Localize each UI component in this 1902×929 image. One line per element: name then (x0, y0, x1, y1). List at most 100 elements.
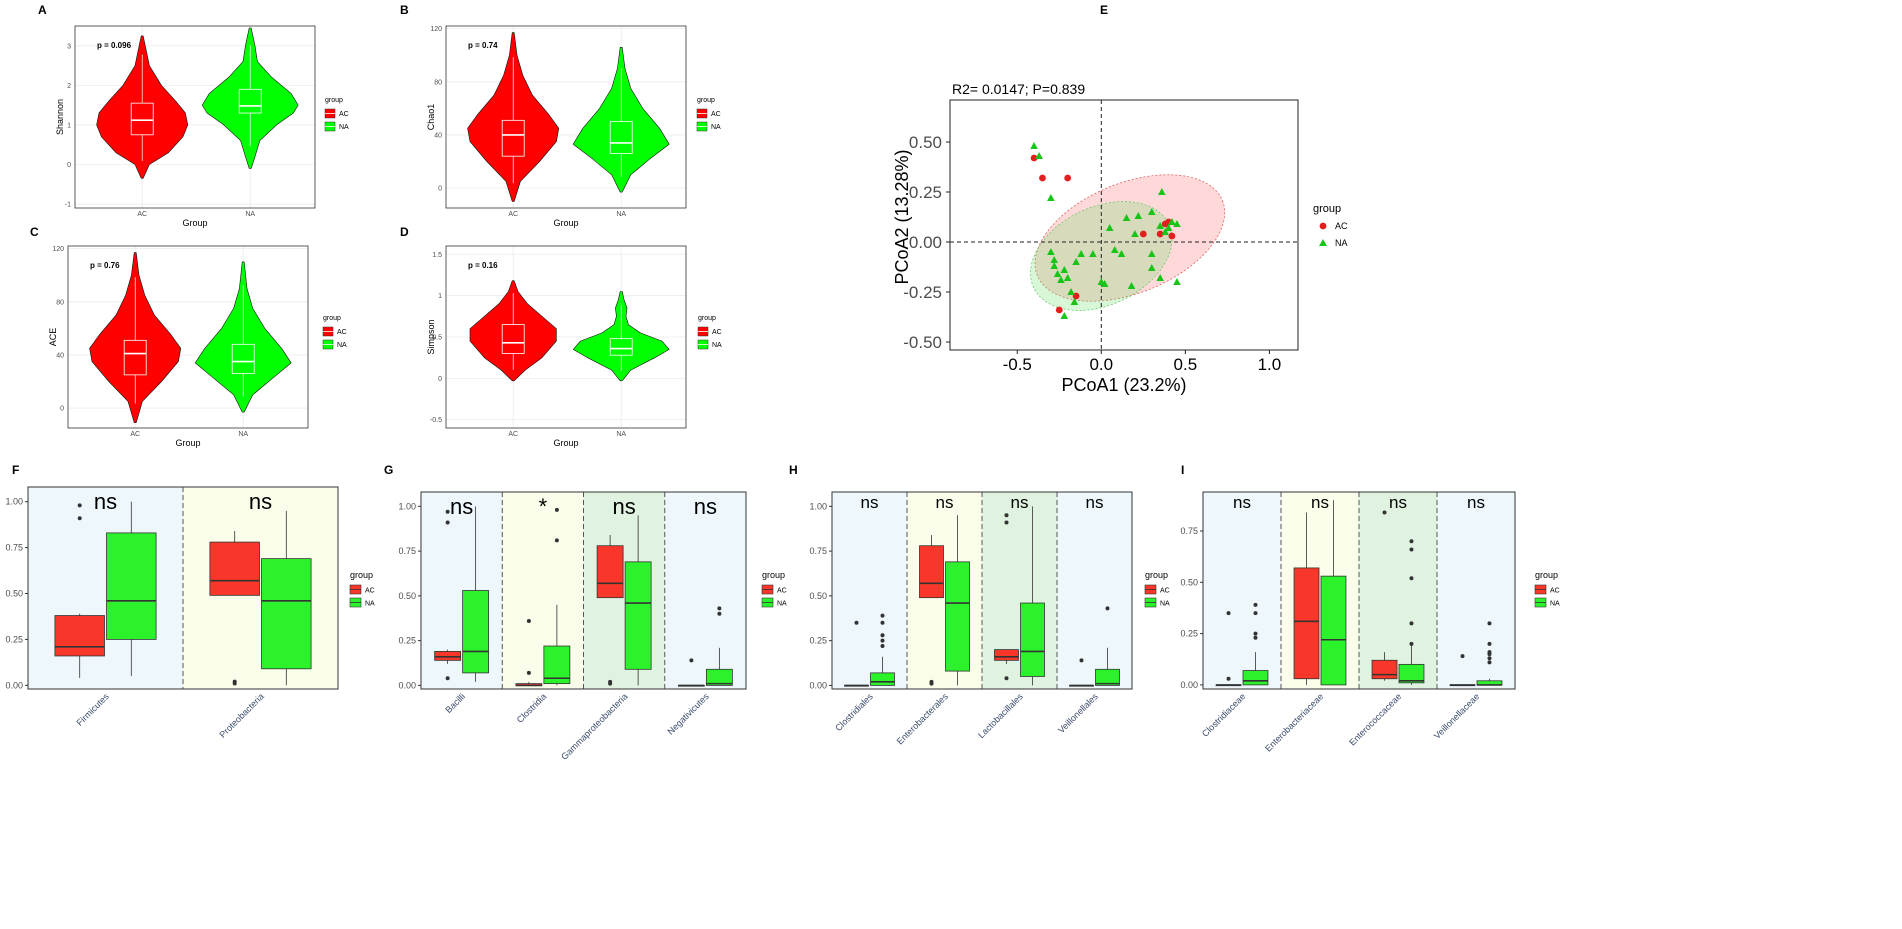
x-tick-label: Bacilli (443, 691, 467, 715)
facet-background (502, 492, 584, 689)
outlier-point (1409, 539, 1414, 544)
legend-title: group (1145, 570, 1168, 580)
point-na (1057, 276, 1065, 283)
box-na (705, 668, 733, 686)
facet-background (1203, 492, 1281, 689)
legend-title: group (1313, 203, 1341, 215)
x-tick-label: NA (245, 211, 255, 218)
significance-label: ns (1311, 493, 1329, 512)
outlier-point (717, 606, 722, 611)
box-na (1398, 663, 1425, 684)
legend-title: group (697, 97, 715, 104)
outlier-point (880, 638, 885, 643)
legend-label: NA (1335, 238, 1348, 248)
box-na (1242, 670, 1269, 686)
point-na (1105, 224, 1114, 231)
y-tick-label: 80 (56, 299, 64, 306)
x-tick-label: AC (137, 211, 147, 218)
y-axis-title: Shannon (55, 99, 65, 135)
point-na (1100, 280, 1109, 287)
point-na (1134, 212, 1143, 219)
y-tick-label: 0.00 (1180, 680, 1198, 690)
point-na (1077, 250, 1085, 257)
confidence-ellipse-ac (1034, 174, 1226, 302)
significance-label: ns (1086, 493, 1104, 512)
facet-background (421, 492, 503, 689)
y-axis-title: Chao1 (426, 104, 436, 131)
outlier-point (608, 681, 613, 686)
x-axis-title: Group (553, 218, 578, 228)
y-tick-label: 0.75 (809, 546, 827, 556)
outlier-point (1382, 510, 1387, 515)
box-na (870, 672, 895, 686)
y-tick-label: 0.00 (809, 680, 827, 690)
facet-background (832, 492, 907, 689)
point-na (1060, 266, 1069, 273)
box-ac (596, 545, 624, 599)
point-ac (1030, 154, 1038, 162)
point-na (1147, 264, 1156, 271)
point-na (1147, 208, 1156, 215)
legend-key-ac (1319, 222, 1327, 230)
box-na (462, 590, 490, 674)
legend-label: NA (711, 124, 721, 131)
plot-border (831, 491, 1133, 690)
x-tick-label: Veillonellales (1056, 691, 1100, 735)
point-na (1047, 248, 1055, 255)
y-tick-label: 0.00 (909, 233, 942, 252)
y-tick-label: 0 (60, 406, 64, 413)
outlier-point (1409, 547, 1414, 552)
legend-label: AC (711, 111, 721, 118)
y-tick-label: -1 (65, 202, 71, 209)
facet-background (183, 487, 338, 689)
y-tick-label: 1.5 (432, 252, 442, 259)
panel-label: F (12, 463, 19, 477)
box-ac (501, 119, 525, 157)
point-na (1173, 220, 1181, 227)
legend-title: group (1535, 570, 1558, 580)
legend-title: group (350, 570, 373, 580)
significance-label: ns (1467, 493, 1485, 512)
outlier-point (880, 620, 885, 625)
facet-background (1359, 492, 1437, 689)
point-na (1067, 288, 1075, 295)
outlier-point (717, 611, 722, 616)
box-na (106, 532, 157, 640)
plot-border (27, 486, 339, 690)
outlier-point (1226, 676, 1231, 681)
outlier-point (929, 681, 934, 686)
violin-panel-a: A -1 0 1 2 3 AC NA Group Shannon p = 0.096 group AC N… (38, 3, 349, 228)
legend-label: AC (1335, 221, 1348, 231)
y-tick-label: 0.25 (809, 636, 827, 646)
outlier-point (1253, 631, 1258, 636)
plot-border (949, 99, 1299, 351)
outlier-point (880, 644, 885, 649)
significance-label: ns (450, 494, 473, 519)
significance-label: * (539, 494, 548, 519)
outlier-point (854, 620, 859, 625)
panel-label: C (30, 225, 39, 239)
point-na (1047, 194, 1055, 201)
y-tick-label: 0.25 (398, 636, 416, 646)
box-na (543, 645, 571, 685)
point-na (1164, 224, 1173, 231)
y-tick-label: 1 (67, 122, 71, 129)
legend-title: group (698, 315, 716, 322)
y-tick-label: 1.00 (809, 501, 827, 511)
legend-label: NA (777, 601, 787, 608)
facet-background (583, 492, 665, 689)
facet-background (907, 492, 982, 689)
p-value: p = 0.76 (90, 261, 120, 270)
facet-background (664, 492, 746, 689)
legend-label: AC (365, 588, 375, 595)
legend-label: NA (1550, 601, 1560, 608)
p-value: p = 0.096 (97, 41, 132, 50)
x-tick-label: 0.0 (1089, 355, 1113, 374)
significance-label: ns (1389, 493, 1407, 512)
outlier-point (77, 503, 82, 508)
outlier-point (1253, 611, 1258, 616)
outlier-point (526, 670, 531, 675)
x-tick-label: Firmicutes (74, 691, 111, 728)
y-tick-label: 3 (67, 43, 71, 50)
x-tick-label: Negativicutes (666, 691, 712, 737)
